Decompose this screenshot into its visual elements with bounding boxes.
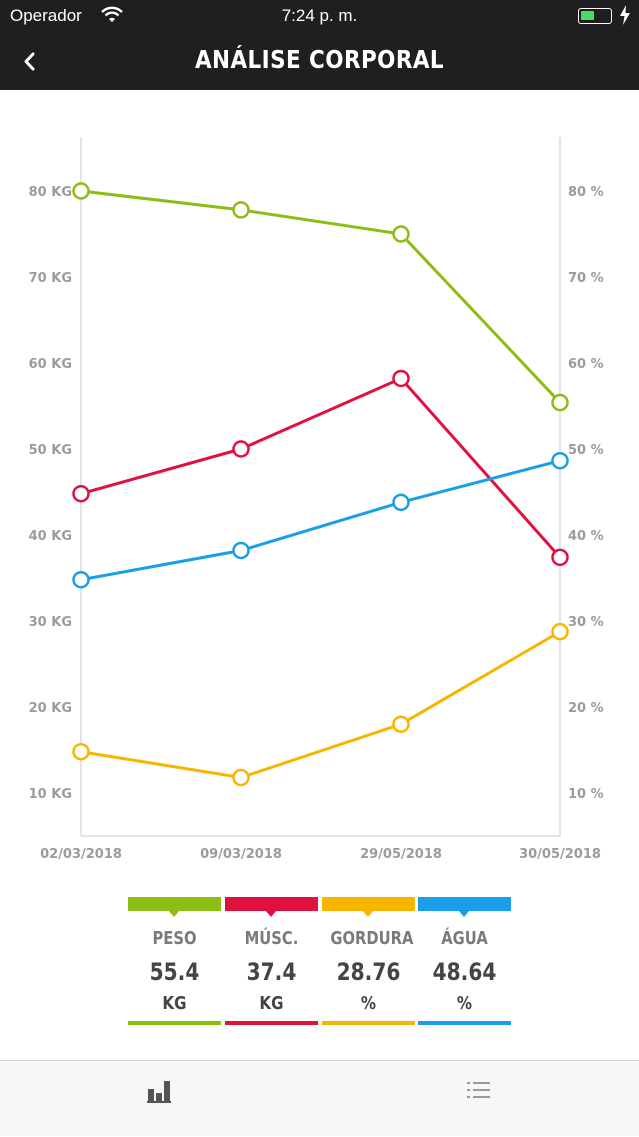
legend-color-bar: [128, 897, 221, 911]
legend-item-gordura[interactable]: GORDURA 28.76 %: [322, 897, 415, 1029]
legend-value: 37.4: [246, 958, 297, 986]
legend-underline: [418, 1021, 511, 1025]
legend-value: 55.4: [149, 958, 200, 986]
legend-unit: KG: [162, 993, 187, 1014]
legend-label: ÁGUA: [441, 928, 488, 949]
data-point-peso: [232, 201, 250, 219]
y-left-tick-label: 70 KG: [29, 271, 72, 286]
status-bar: Operador 7:24 p. m.: [0, 0, 639, 34]
y-right-tick-label: 10 %: [568, 787, 604, 802]
page-title: ANÁLISE CORPORAL: [194, 45, 445, 74]
legend-label: PESO: [152, 928, 197, 949]
back-button[interactable]: [14, 44, 50, 80]
nav-bar: ANÁLISE CORPORAL: [0, 34, 639, 90]
tab-chart[interactable]: [0, 1061, 319, 1137]
tab-list[interactable]: [320, 1061, 639, 1137]
data-point-gordura: [392, 715, 410, 733]
list-icon: [467, 1082, 490, 1098]
data-point-musc: [392, 369, 410, 388]
y-right-tick-label: 20 %: [568, 701, 604, 716]
wifi-icon: [101, 6, 123, 22]
series-line-agua: [79, 459, 562, 582]
y-right-tick-label: 60 %: [568, 357, 604, 372]
legend-label: GORDURA: [330, 928, 414, 949]
data-point-peso: [72, 182, 90, 200]
y-left-tick-label: 10 KG: [29, 787, 72, 802]
status-time: 7:24 p. m.: [281, 6, 358, 25]
y-left-tick-label: 80 KG: [29, 185, 72, 200]
legend-color-bar: [322, 897, 415, 911]
x-tick-label: 09/03/2018: [200, 847, 282, 862]
y-right-tick-label: 70 %: [568, 271, 604, 286]
line-chart: 10 KG 20 KG 30 KG 40 KG 50 KG 60 KG 70 KG 80 KG…: [29, 137, 604, 862]
data-point-musc: [72, 484, 90, 503]
y-left-tick-label: 20 KG: [29, 701, 72, 716]
charging-icon: [620, 5, 630, 25]
data-point-agua: [72, 570, 90, 589]
x-tick-label: 30/05/2018: [519, 847, 601, 862]
x-tick-label: 02/03/2018: [40, 847, 122, 862]
data-point-agua: [232, 541, 250, 560]
legend-unit: %: [456, 993, 473, 1014]
legend-color-bar: [225, 897, 318, 911]
data-point-peso: [551, 393, 569, 412]
legend-pointer: [168, 910, 180, 917]
legend-value: 48.64: [432, 958, 497, 986]
legend-underline: [225, 1021, 318, 1025]
x-tick-label: 29/05/2018: [360, 847, 442, 862]
y-left-tick-label: 60 KG: [29, 357, 72, 372]
legend-unit: KG: [259, 993, 284, 1014]
series-line-peso: [79, 189, 562, 405]
tab-bar: [0, 1060, 639, 1136]
series-line-gordura: [79, 630, 562, 780]
data-point-peso: [392, 225, 410, 243]
legend-unit: %: [360, 993, 377, 1014]
y-left-tick-label: 40 KG: [29, 529, 72, 544]
data-point-agua: [551, 451, 569, 470]
data-point-gordura: [232, 768, 250, 787]
y-right-tick-label: 80 %: [568, 185, 604, 200]
legend-value: 28.76: [336, 958, 401, 986]
legend-underline: [128, 1021, 221, 1025]
legend-pointer: [362, 910, 374, 917]
legend-color-bar: [418, 897, 511, 911]
legend-pointer: [265, 910, 277, 917]
data-point-gordura: [551, 622, 569, 641]
battery-icon: [578, 8, 612, 24]
data-point-musc: [232, 440, 250, 458]
y-right-tick-label: 30 %: [568, 615, 604, 630]
carrier-label: Operador: [10, 6, 82, 25]
legend-item-agua[interactable]: ÁGUA 48.64 %: [418, 897, 511, 1029]
data-point-agua: [392, 493, 410, 512]
legend-item-peso[interactable]: PESO 55.4 KG: [128, 897, 221, 1029]
bar-chart-icon: [147, 1081, 171, 1103]
data-point-musc: [551, 548, 569, 567]
legend-underline: [322, 1021, 415, 1025]
y-left-tick-label: 30 KG: [29, 615, 72, 630]
legend-pointer: [458, 910, 470, 917]
y-right-tick-label: 40 %: [568, 529, 604, 544]
series-line-musc: [79, 376, 562, 559]
legend: PESO 55.4 KG MÚSC. 37.4 KG GORDURA 28.76…: [128, 897, 511, 1029]
y-right-tick-label: 50 %: [568, 443, 604, 458]
data-point-gordura: [72, 742, 90, 761]
legend-item-musc[interactable]: MÚSC. 37.4 KG: [225, 897, 318, 1029]
y-left-tick-label: 50 KG: [29, 443, 72, 458]
legend-label: MÚSC.: [244, 928, 299, 949]
